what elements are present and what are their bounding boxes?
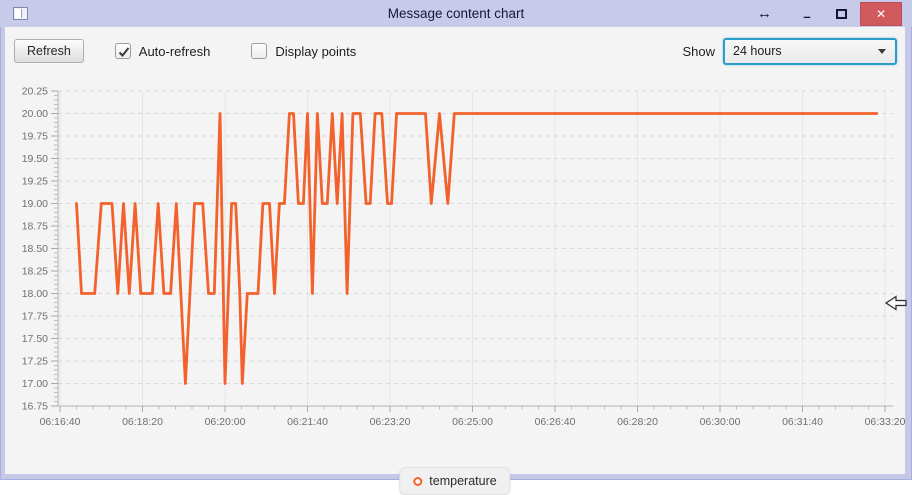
- chart-legend: temperature: [399, 467, 511, 495]
- auto-refresh-label: Auto-refresh: [138, 43, 211, 59]
- title-bar[interactable]: Message content chart ↔ – ✕: [0, 0, 912, 27]
- maximize-button[interactable]: [824, 2, 858, 26]
- show-range-dropdown[interactable]: 24 hours: [723, 37, 897, 65]
- app-icon: [13, 7, 28, 20]
- check-icon: [118, 47, 130, 57]
- auto-refresh-checkbox[interactable]: [114, 43, 131, 59]
- display-points-label: Display points: [275, 43, 357, 59]
- close-button[interactable]: ✕: [860, 1, 902, 26]
- show-label: Show: [682, 43, 715, 59]
- display-points-checkbox-group[interactable]: Display points: [251, 43, 356, 59]
- minimize-button[interactable]: –: [790, 2, 824, 26]
- show-range-value: 24 hours: [733, 44, 782, 58]
- toolbar: Refresh Auto-refresh Display points: [5, 27, 905, 75]
- refresh-button[interactable]: Refresh: [14, 39, 84, 63]
- temperature-series-label: temperature: [429, 474, 497, 488]
- chevron-down-icon: [878, 48, 886, 54]
- window-content: Refresh Auto-refresh Display points: [5, 27, 905, 495]
- display-points-checkbox[interactable]: [251, 43, 268, 59]
- temperature-series-marker-icon: [413, 476, 423, 486]
- minimize-icon: –: [803, 9, 811, 24]
- maximize-icon: [835, 8, 847, 19]
- close-icon: ✕: [875, 6, 887, 21]
- resize-horizontal-icon: ↔: [757, 5, 772, 22]
- auto-refresh-checkbox-group[interactable]: Auto-refresh: [114, 43, 211, 59]
